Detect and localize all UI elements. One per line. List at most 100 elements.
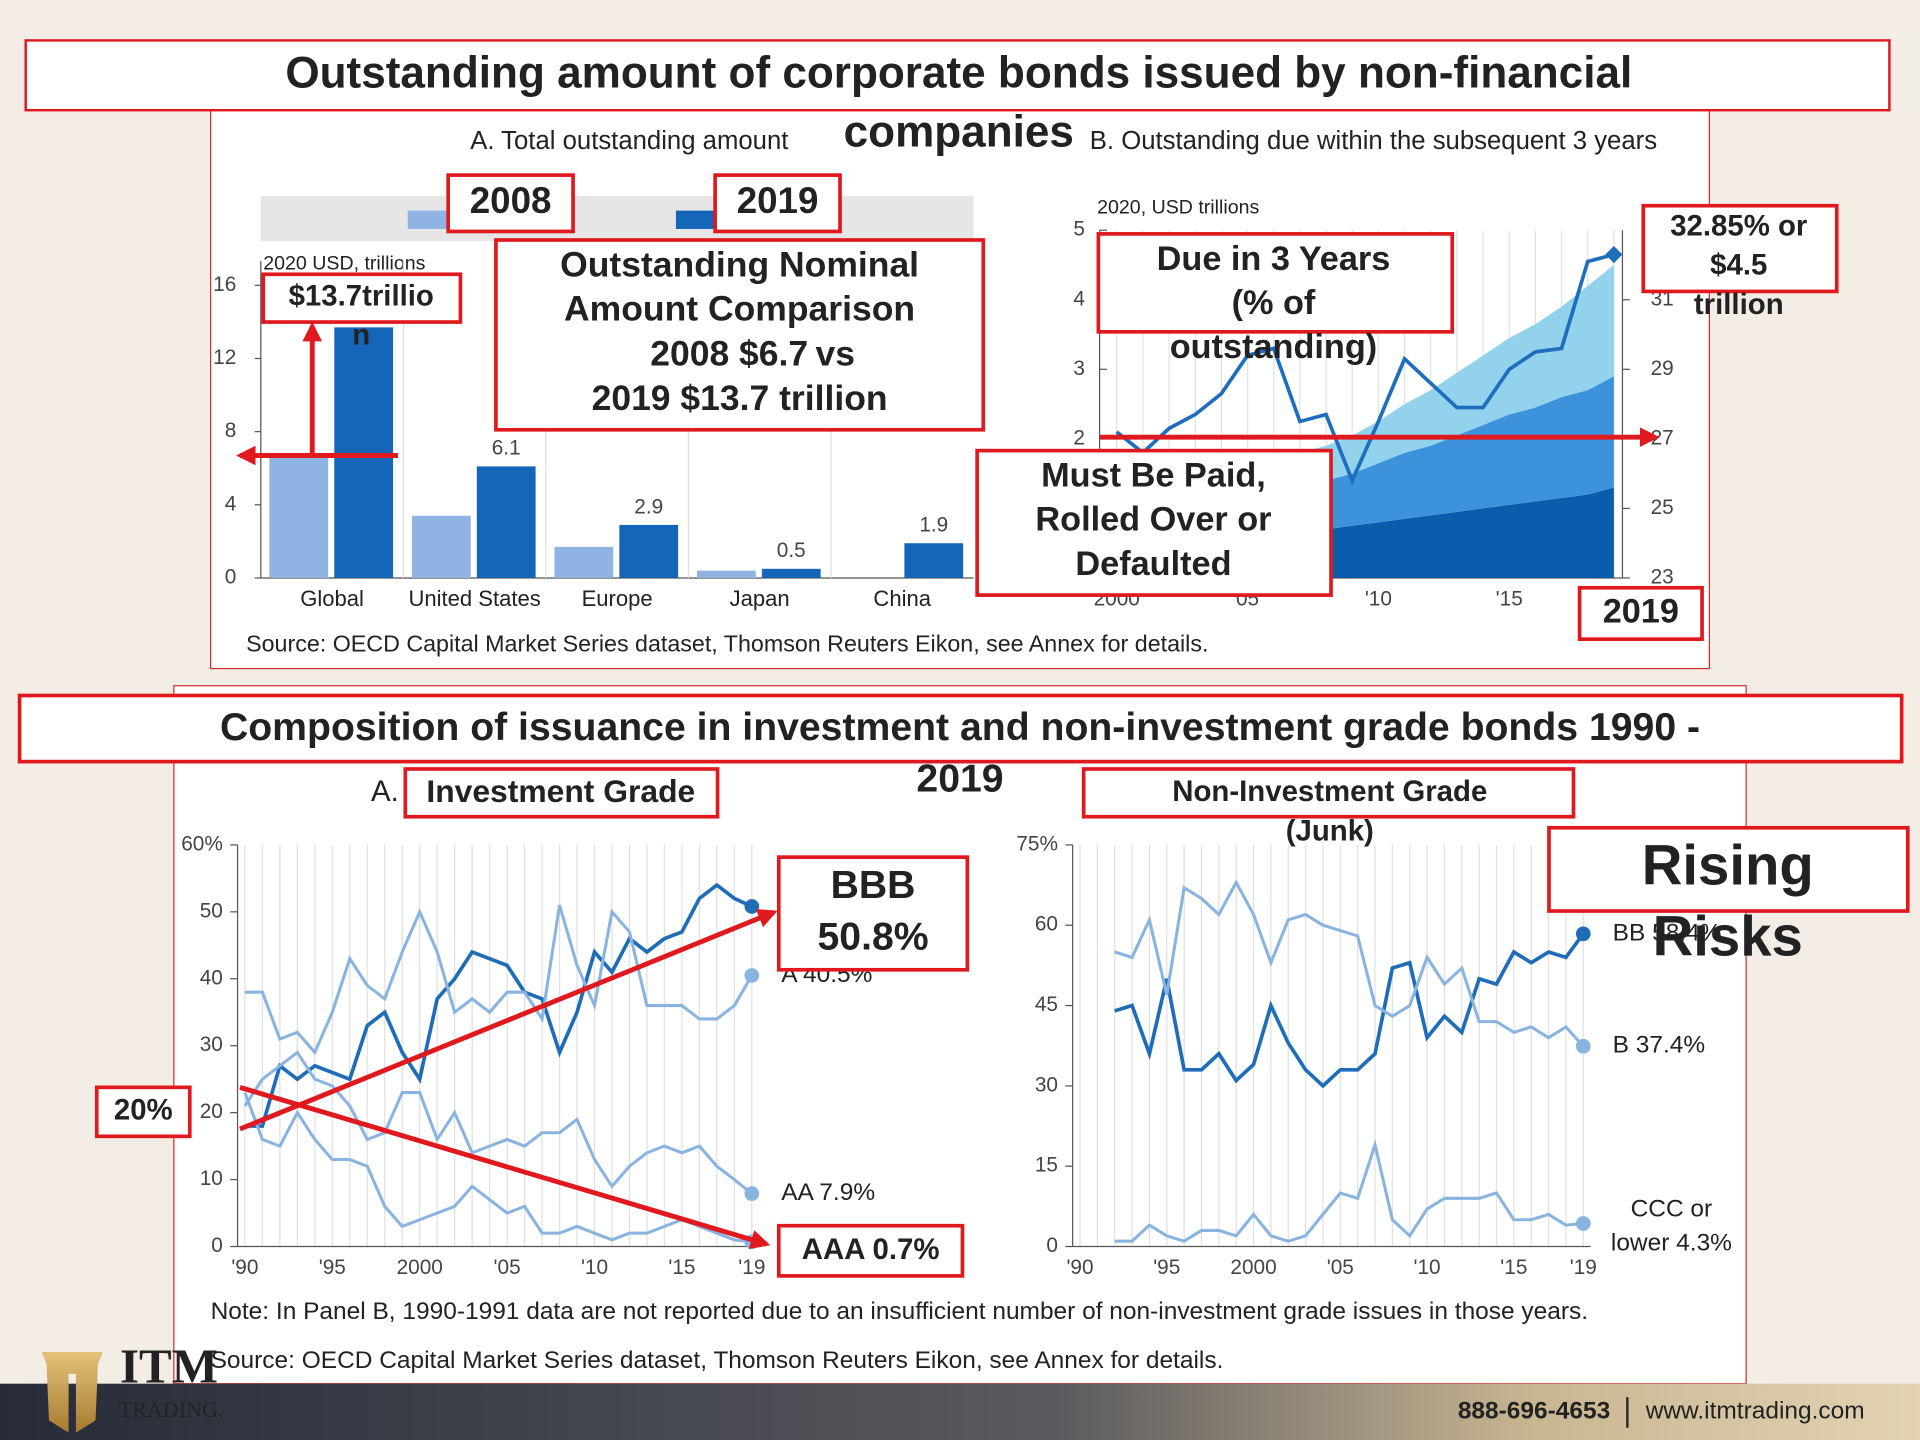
x-tick-label: China	[873, 586, 931, 611]
bar	[476, 466, 536, 578]
series-label: B 37.4%	[1613, 1032, 1705, 1059]
x-tick-label: '05	[494, 1256, 521, 1279]
y-tick-label: 2	[1073, 426, 1085, 449]
y-tick-label: 3	[1073, 357, 1085, 380]
line	[244, 904, 754, 1056]
annotation: trillion	[1694, 288, 1784, 321]
y-tick-label: 60%	[181, 832, 223, 855]
bar	[904, 543, 964, 578]
unit-label: 2020, USD trillions	[1097, 196, 1259, 218]
y-tick-label: 0	[211, 1234, 223, 1257]
source: Source: OECD Capital Market Series datas…	[211, 1347, 1224, 1374]
annotation: Outstanding Nominal	[560, 244, 919, 284]
logo-mark	[41, 1351, 103, 1433]
y-tick-label: 75%	[1016, 832, 1058, 855]
title-box	[24, 39, 1891, 112]
end-dot	[744, 899, 760, 914]
section-title: 2019	[916, 758, 1003, 801]
line	[243, 1092, 753, 1244]
annotation: outstanding)	[1170, 328, 1377, 366]
annotation: Rolled Over or	[1035, 501, 1271, 539]
annotation: $4.5	[1710, 249, 1767, 282]
x-tick-label: '10	[1365, 588, 1392, 611]
annotation-box	[494, 238, 986, 432]
section-title: Composition of issuance in investment an…	[220, 706, 1700, 749]
y2-tick-label: 23	[1651, 565, 1674, 588]
arrow	[239, 1084, 771, 1249]
x-tick-label: United States	[408, 586, 540, 611]
x-tick-label: '19	[1570, 1256, 1597, 1279]
subtitle: A. Total outstanding amount	[470, 127, 788, 155]
y2-tick-label: 25	[1651, 496, 1674, 519]
y-tick-label: 12	[213, 346, 236, 369]
annotation-box	[713, 173, 842, 234]
x-tick-label: '95	[1153, 1256, 1180, 1279]
y-tick-label: 16	[213, 273, 236, 296]
annotation: vs	[816, 334, 856, 374]
line	[244, 882, 753, 1128]
annotation: 2019	[1603, 593, 1679, 631]
annotation: n	[352, 319, 370, 352]
annotation: $13.7trillio	[289, 279, 434, 312]
annotation-box	[1547, 825, 1910, 913]
panel-title-note: (Junk)	[1286, 814, 1374, 847]
annotation-box	[1096, 232, 1455, 334]
x-tick-label: '15	[668, 1256, 695, 1279]
line	[1114, 1139, 1584, 1243]
y-tick-label: 60	[1035, 913, 1058, 936]
website[interactable]: www.itmtrading.com	[1645, 1397, 1865, 1424]
annotation-box	[403, 767, 720, 819]
annotation-box	[261, 272, 463, 324]
line	[1114, 879, 1585, 1048]
end-dot	[1575, 926, 1591, 942]
annotation: Must Be Paid,	[1041, 457, 1266, 495]
annotation-box	[94, 1085, 192, 1139]
x-tick-label: '10	[581, 1256, 608, 1279]
annotation: Rising	[1642, 833, 1814, 896]
annotation: 2008 $6.7	[650, 334, 808, 374]
series-label: AAA 0.7%	[802, 1233, 940, 1266]
x-tick-label: '05	[1327, 1256, 1354, 1279]
y-tick-label: 4	[225, 492, 237, 515]
end-dot	[744, 1186, 760, 1201]
annotation-box	[1641, 203, 1839, 294]
annotation: Defaulted	[1075, 545, 1231, 583]
footer-bar	[0, 1383, 1920, 1440]
phone: 888-696-4653	[1458, 1397, 1610, 1424]
legend-band	[260, 195, 974, 242]
annotation: Amount Comparison	[564, 288, 915, 328]
bar	[411, 515, 471, 578]
x-tick-label: Europe	[582, 586, 653, 611]
panel-title: Non-Investment Grade	[1172, 775, 1487, 808]
panel-title: Investment Grade	[426, 773, 695, 809]
annotation: (% of	[1232, 284, 1316, 322]
line	[1115, 252, 1615, 486]
y-tick-label: 10	[200, 1167, 223, 1190]
value-label: 1.9	[919, 514, 948, 537]
series-label: AA 7.9%	[781, 1179, 875, 1206]
unit-label: 2020 USD, trillions	[263, 253, 425, 275]
value-label: 0.5	[777, 539, 806, 562]
note: Note: In Panel B, 1990-1991 data are not…	[211, 1298, 1588, 1325]
x-tick-label: Global	[300, 586, 364, 611]
annotation-box	[1081, 767, 1576, 819]
bar	[761, 568, 821, 578]
y-tick-label: 4	[1073, 287, 1085, 310]
y-tick-label: 15	[1035, 1154, 1058, 1177]
logo-text: ITM	[120, 1339, 218, 1394]
series-label: BBB	[831, 864, 916, 907]
y-tick-label: 50	[200, 899, 223, 922]
line	[243, 1050, 753, 1195]
bar	[619, 524, 679, 578]
y-tick-label: 8	[225, 419, 237, 442]
subtitle: B. Outstanding due within the subsequent…	[1090, 127, 1657, 155]
area	[1116, 264, 1614, 516]
value-label: 2.9	[634, 495, 663, 518]
annotation-box	[776, 1223, 965, 1278]
x-tick-label: '10	[1414, 1256, 1441, 1279]
x-tick-label: 2000	[397, 1256, 443, 1279]
annotation: 2019 $13.7 trillion	[592, 378, 888, 418]
annotation: 32.85% or	[1670, 210, 1807, 243]
y-tick-label: 0	[1046, 1234, 1058, 1257]
